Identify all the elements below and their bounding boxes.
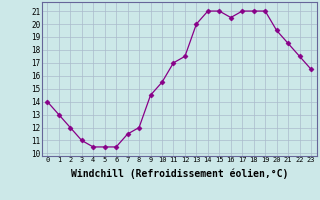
X-axis label: Windchill (Refroidissement éolien,°C): Windchill (Refroidissement éolien,°C) bbox=[70, 169, 288, 179]
